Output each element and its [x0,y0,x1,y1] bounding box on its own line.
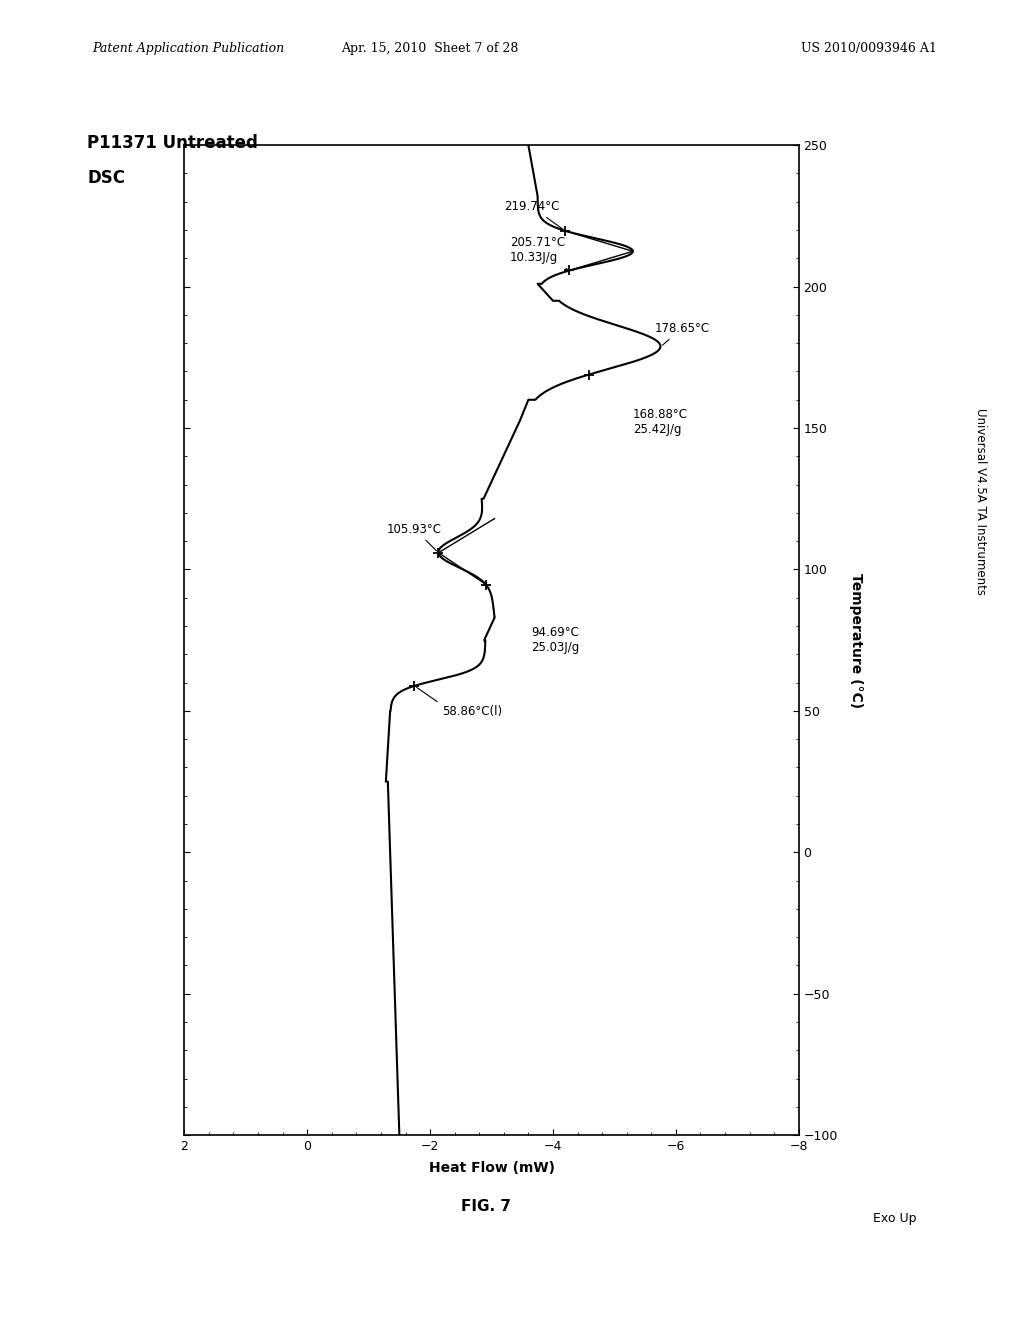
Text: 94.69°C
25.03J/g: 94.69°C 25.03J/g [531,626,580,653]
Text: 178.65°C: 178.65°C [654,322,710,346]
Text: Apr. 15, 2010  Sheet 7 of 28: Apr. 15, 2010 Sheet 7 of 28 [341,42,519,55]
Text: P11371 Untreated: P11371 Untreated [87,133,258,152]
Text: Universal V4.5A TA Instruments: Universal V4.5A TA Instruments [975,408,987,595]
Text: Exo Up: Exo Up [873,1212,916,1225]
Text: 205.71°C
10.33J/g: 205.71°C 10.33J/g [510,236,567,269]
Text: FIG. 7: FIG. 7 [462,1199,511,1213]
Text: 219.74°C: 219.74°C [504,201,563,230]
Y-axis label: Temperature (°C): Temperature (°C) [849,573,863,708]
Text: Patent Application Publication: Patent Application Publication [92,42,285,55]
Text: 58.86°C(l): 58.86°C(l) [417,688,503,718]
X-axis label: Heat Flow (mW): Heat Flow (mW) [428,1162,555,1175]
Text: 168.88°C
25.42J/g: 168.88°C 25.42J/g [633,408,688,436]
Text: 105.93°C: 105.93°C [387,523,442,550]
Text: DSC: DSC [87,169,125,187]
Text: US 2010/0093946 A1: US 2010/0093946 A1 [801,42,937,55]
